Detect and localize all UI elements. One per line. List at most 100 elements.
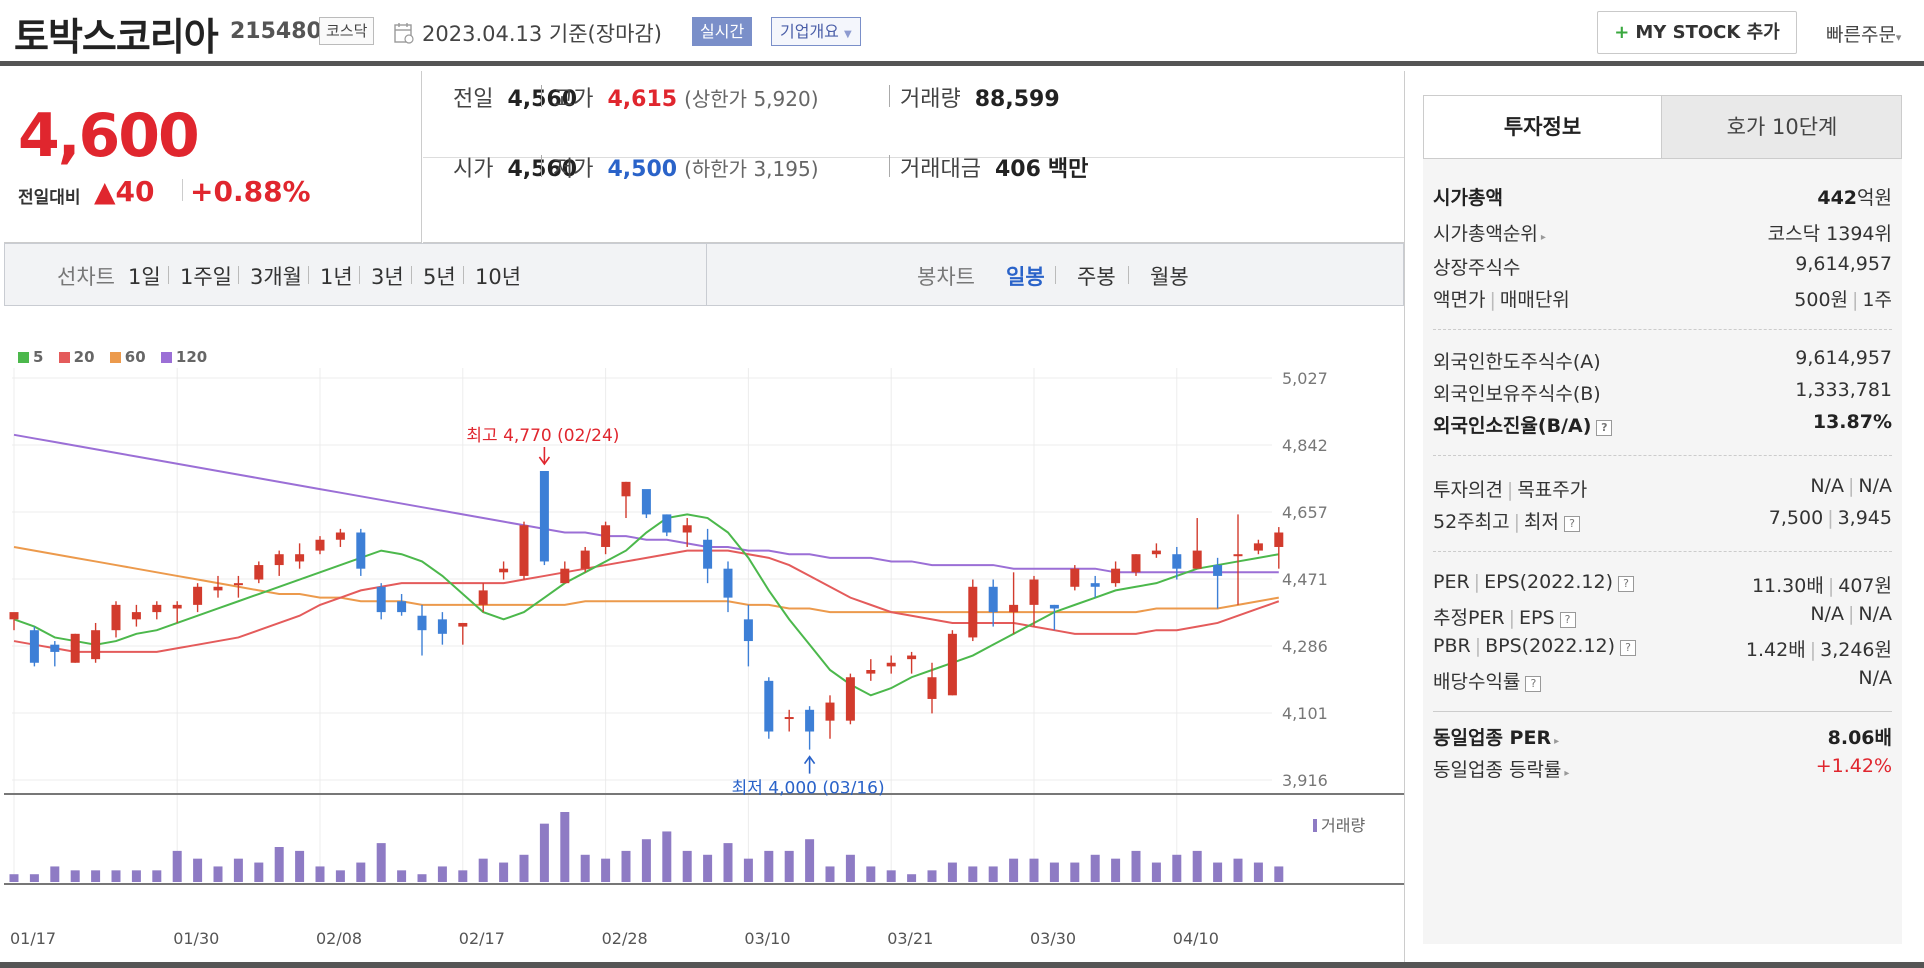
candle-body [1070, 568, 1080, 587]
dividend-row: 배당수익률? N/A [1423, 663, 1902, 697]
divider: | [1506, 479, 1514, 501]
sector-per-label: 동일업종 PER [1433, 727, 1552, 749]
open-value: 4,560 [507, 157, 578, 182]
listed-shares-value: 9,614,957 [1795, 253, 1892, 275]
tab-3y[interactable]: 3년 [371, 265, 404, 289]
tab-1d[interactable]: 1일 [128, 265, 161, 289]
bps-label: BPS(2022.12) [1485, 635, 1616, 657]
per-labels: PER | EPS(2022.12)? [1433, 571, 1634, 593]
candle-body [907, 655, 917, 660]
week52-high-label: 52주최고 [1433, 511, 1510, 533]
candlestick-chart[interactable]: 5 20 60 120 5,027 4,842 4,657 4,471 4,286 4,1… [4, 306, 1404, 962]
y-tick-label: 4,842 [1282, 436, 1328, 455]
pbr-value: 1.42배 [1745, 639, 1806, 661]
help-icon[interactable]: ? [1618, 576, 1634, 592]
y-tick-label: 4,101 [1282, 704, 1328, 723]
target-price-label: 목표주가 [1517, 479, 1588, 501]
sector-per-row[interactable]: 동일업종 PER ▸ 8.06배 [1423, 719, 1902, 753]
candle-body [213, 586, 223, 591]
y-tick-label: 3,916 [1282, 771, 1328, 790]
sector-change-value: +1.42% [1815, 755, 1892, 777]
company-overview-button[interactable]: 기업개요 ▼ [771, 17, 861, 46]
candle-body [1029, 579, 1039, 605]
bottom-border [0, 962, 1924, 968]
legend-swatch [18, 352, 29, 363]
volume-bar [315, 866, 325, 882]
bps-value: 3,246원 [1820, 639, 1892, 661]
mystock-add-button[interactable]: + MY STOCK 추가 [1597, 11, 1797, 54]
market-badge: 코스닥 [319, 17, 375, 45]
market-cap-label: 시가총액 [1433, 187, 1503, 209]
candle-body [866, 670, 876, 674]
volume-bar [274, 847, 284, 882]
legend-swatch [109, 352, 121, 363]
high-cell: 고가 4,615 (상한가 5,920) [553, 81, 819, 113]
per-label: PER [1433, 571, 1470, 593]
volume-bar [805, 839, 815, 882]
candle-body [968, 586, 978, 638]
foreign-ratio-cell: 외국인소진율(B/A)? [1433, 411, 1613, 438]
sector-per-cell: 동일업종 PER ▸ [1433, 723, 1559, 750]
chart-canvas[interactable]: 5,027 4,842 4,657 4,471 4,286 4,101 3,916 01/17… [4, 306, 1404, 962]
help-icon[interactable]: ? [1559, 612, 1576, 628]
candle-body [662, 514, 672, 533]
week52-values: 7,500 | 3,945 [1769, 507, 1892, 529]
est-eps-value: N/A [1858, 603, 1892, 625]
market-cap-rank-row[interactable]: 시가총액순위 ▸ 코스닥 1394위 [1423, 215, 1902, 249]
legend-swatch [58, 352, 70, 363]
volume-bar [172, 850, 182, 882]
candle-body [478, 590, 488, 605]
company-overview-label: 기업개요 [780, 22, 839, 41]
tab-1y[interactable]: 1년 [320, 265, 353, 289]
volume-bar [1049, 862, 1059, 882]
help-icon[interactable]: ? [1620, 640, 1637, 656]
volume-cell: 거래량 88,599 [900, 81, 1060, 113]
tab-5y[interactable]: 5년 [423, 265, 456, 289]
opinion-label: 투자의견 [1433, 479, 1503, 501]
candle-body [1131, 554, 1141, 573]
divider [411, 266, 412, 284]
volume-bar [907, 874, 917, 882]
trade-unit-label: 매매단위 [1499, 289, 1570, 311]
divider: | [1473, 571, 1481, 593]
divider [182, 179, 183, 201]
tab-investment-info[interactable]: 투자정보 [1424, 96, 1662, 158]
candle-body [91, 630, 101, 660]
chevron-down-icon: ▾ [1895, 31, 1902, 44]
line-chart-tabs: 선차트 1일 1주일 3개월 1년 3년 5년 10년 [5, 244, 707, 305]
foreign-holding-value: 1,333,781 [1795, 379, 1892, 401]
divider: | [1827, 507, 1834, 529]
par-value: 500원 [1794, 289, 1849, 311]
max-arrow-head [538, 456, 551, 466]
candle-body [295, 554, 305, 562]
candle-body [641, 489, 651, 515]
tab-monthly[interactable]: 월봉 [1150, 265, 1189, 289]
realtime-button[interactable]: 실시간 [692, 17, 753, 46]
help-icon[interactable]: ? [1525, 676, 1542, 692]
help-icon[interactable]: ? [1564, 516, 1580, 532]
candle-body [988, 586, 998, 613]
candle-body [764, 680, 774, 732]
est-per-value: N/A [1810, 603, 1844, 625]
high-value: 4,615 [607, 87, 678, 112]
divider [359, 266, 360, 284]
volume-bar [539, 823, 549, 882]
divider [1128, 266, 1129, 284]
divider: | [1513, 511, 1521, 533]
sector-change-row[interactable]: 동일업종 등락률 ▸ +1.42% [1423, 751, 1902, 785]
volume-bar [988, 866, 998, 882]
tab-10y[interactable]: 10년 [475, 265, 522, 289]
low-value: 4,500 [607, 157, 678, 182]
tab-1w[interactable]: 1주일 [180, 265, 233, 289]
help-icon[interactable]: ? [1596, 420, 1613, 436]
volume-bar [91, 870, 101, 882]
market-cap-rank-label: 시가총액순위 [1433, 223, 1538, 245]
tab-weekly[interactable]: 주봉 [1077, 265, 1116, 289]
tab-order-book[interactable]: 호가 10단계 [1726, 115, 1838, 139]
tab-daily[interactable]: 일봉 [1006, 265, 1045, 289]
divider [308, 266, 309, 284]
quick-order-button[interactable]: 빠른주문▾ [1826, 20, 1901, 47]
y-tick-label: 5,027 [1282, 369, 1328, 388]
volume-bar [825, 866, 835, 882]
tab-3m[interactable]: 3개월 [250, 265, 303, 289]
